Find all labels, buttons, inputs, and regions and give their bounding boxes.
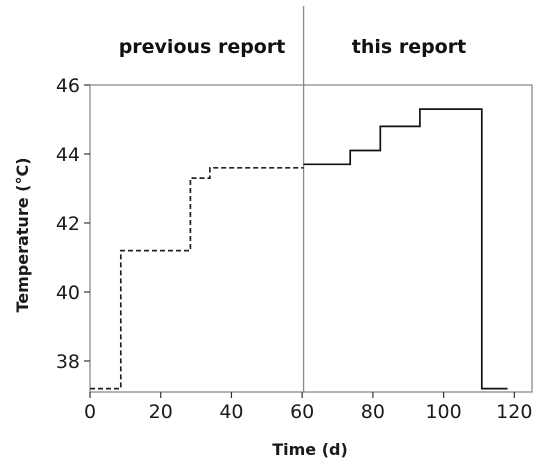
previous-report-label: previous report: [119, 36, 286, 58]
y-tick-label: 42: [56, 213, 80, 235]
x-tick-label: 0: [84, 401, 96, 423]
this-report-series-line: [303, 108, 508, 390]
x-tick-label: 60: [290, 401, 314, 423]
x-tick-label: 20: [149, 401, 173, 423]
previous-report-series-line: [90, 166, 304, 390]
x-tick-label: 120: [496, 401, 532, 423]
y-axis-title: Temperature (°C): [13, 157, 32, 312]
y-tick-label: 38: [56, 351, 80, 373]
x-axis-title: Time (d): [272, 440, 348, 459]
this-report-label: this report: [352, 36, 466, 58]
y-tick-label: 46: [56, 75, 80, 97]
y-tick-label: 40: [56, 282, 80, 304]
x-tick-label: 40: [219, 401, 243, 423]
plot-frame: [89, 84, 533, 393]
x-tick-label: 80: [361, 401, 385, 423]
x-tick-label: 100: [425, 401, 461, 423]
y-tick-label: 44: [56, 144, 80, 166]
